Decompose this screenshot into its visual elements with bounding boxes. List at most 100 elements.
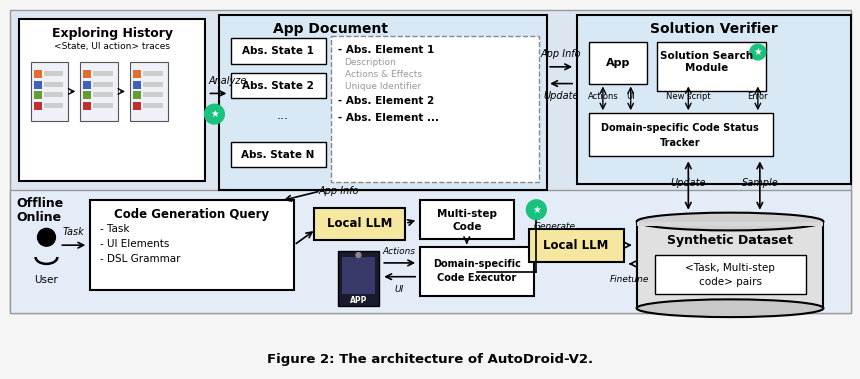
Text: App: App [605,58,630,68]
Text: Offline: Offline [16,197,64,210]
Text: App Document: App Document [273,22,388,36]
Text: Figure 2: The architecture of AutoDroid-V2.: Figure 2: The architecture of AutoDroid-… [267,352,593,366]
Bar [83,91,91,99]
Text: Synthetic Dataset: Synthetic Dataset [667,234,793,247]
Text: App Info: App Info [319,186,359,196]
Circle shape [526,200,546,219]
Text: Finetune: Finetune [610,275,649,284]
Text: code> pairs: code> pairs [698,277,762,287]
Bar [143,71,163,76]
Bar [219,15,547,190]
Text: Online: Online [16,211,62,224]
Bar [314,208,405,240]
Bar [143,81,163,86]
Text: Solution Verifier: Solution Verifier [650,22,778,36]
Text: ...: ... [277,109,289,122]
Text: Sample: Sample [741,178,778,188]
Text: Tracker: Tracker [660,138,701,148]
Text: Actions & Effects: Actions & Effects [345,70,421,79]
Bar [44,92,64,97]
Text: - DSL Grammar: - DSL Grammar [100,254,181,264]
Text: Actions: Actions [587,92,618,102]
Text: Unique Identifier: Unique Identifier [345,81,421,91]
Text: Local LLM: Local LLM [327,217,392,230]
Bar [589,42,647,84]
Text: - Task: - Task [100,224,130,235]
Circle shape [38,229,55,246]
Bar [143,92,163,97]
Text: <Task, Multi-step: <Task, Multi-step [685,263,775,273]
Text: Generate: Generate [533,221,575,230]
Bar [93,81,113,86]
Bar [34,70,41,78]
Bar [656,42,765,91]
Bar [34,81,41,89]
Text: Task: Task [63,227,84,237]
Bar [90,200,294,290]
Bar [330,36,539,182]
Bar [231,142,326,168]
Bar [636,221,823,226]
Text: Local LLM: Local LLM [544,239,609,252]
Text: App Info: App Info [541,49,581,59]
Text: - Abs. Element 1: - Abs. Element 1 [338,45,433,55]
Bar [133,102,141,110]
Text: Solution Search
Module: Solution Search Module [660,51,752,73]
Bar [34,91,41,99]
Text: Code: Code [452,222,482,232]
Text: Update: Update [544,91,579,102]
Circle shape [205,104,224,124]
Text: ★: ★ [532,205,541,215]
Bar [93,103,113,108]
Text: ★: ★ [210,109,218,119]
Text: APP: APP [350,296,367,305]
Text: <State, UI action> traces: <State, UI action> traces [54,42,170,51]
Bar [420,247,534,296]
Text: - Abs. Element ...: - Abs. Element ... [338,113,439,123]
Bar [34,102,41,110]
Text: Abs. State 2: Abs. State 2 [242,81,314,91]
Text: UI: UI [395,285,404,294]
Text: UI: UI [626,92,635,102]
Text: Actions: Actions [383,247,415,256]
Bar [133,81,141,89]
Text: Code Executor: Code Executor [437,273,516,283]
Bar [143,103,163,108]
Text: Multi-step: Multi-step [437,209,497,219]
Text: Update: Update [671,178,706,188]
Text: Abs. State N: Abs. State N [242,150,315,160]
Bar [231,38,326,64]
Text: ★: ★ [753,47,762,57]
Text: Domain-specific: Domain-specific [433,259,520,269]
Bar [44,103,64,108]
Bar [93,71,113,76]
Text: Domain-specific Code Status: Domain-specific Code Status [601,123,759,133]
Bar [130,62,168,121]
Bar [589,113,773,157]
Bar [636,221,823,308]
Bar [83,70,91,78]
Bar [420,200,514,239]
Bar [231,73,326,99]
Bar [80,62,118,121]
Bar [577,15,851,184]
Circle shape [356,252,361,257]
Bar [9,190,851,313]
Ellipse shape [636,299,823,317]
Bar [19,19,206,181]
Text: - UI Elements: - UI Elements [100,239,169,249]
Circle shape [750,44,765,60]
Bar [44,81,64,86]
Bar [83,81,91,89]
Bar [93,92,113,97]
Text: User: User [34,275,58,285]
Text: Error: Error [747,92,768,102]
Text: Abs. State 1: Abs. State 1 [242,46,314,56]
Bar [133,70,141,78]
Bar [44,71,64,76]
Bar [133,91,141,99]
Bar [654,255,806,294]
Text: Exploring History: Exploring History [52,27,173,41]
Bar [341,257,375,294]
Text: Code Generation Query: Code Generation Query [114,208,269,221]
